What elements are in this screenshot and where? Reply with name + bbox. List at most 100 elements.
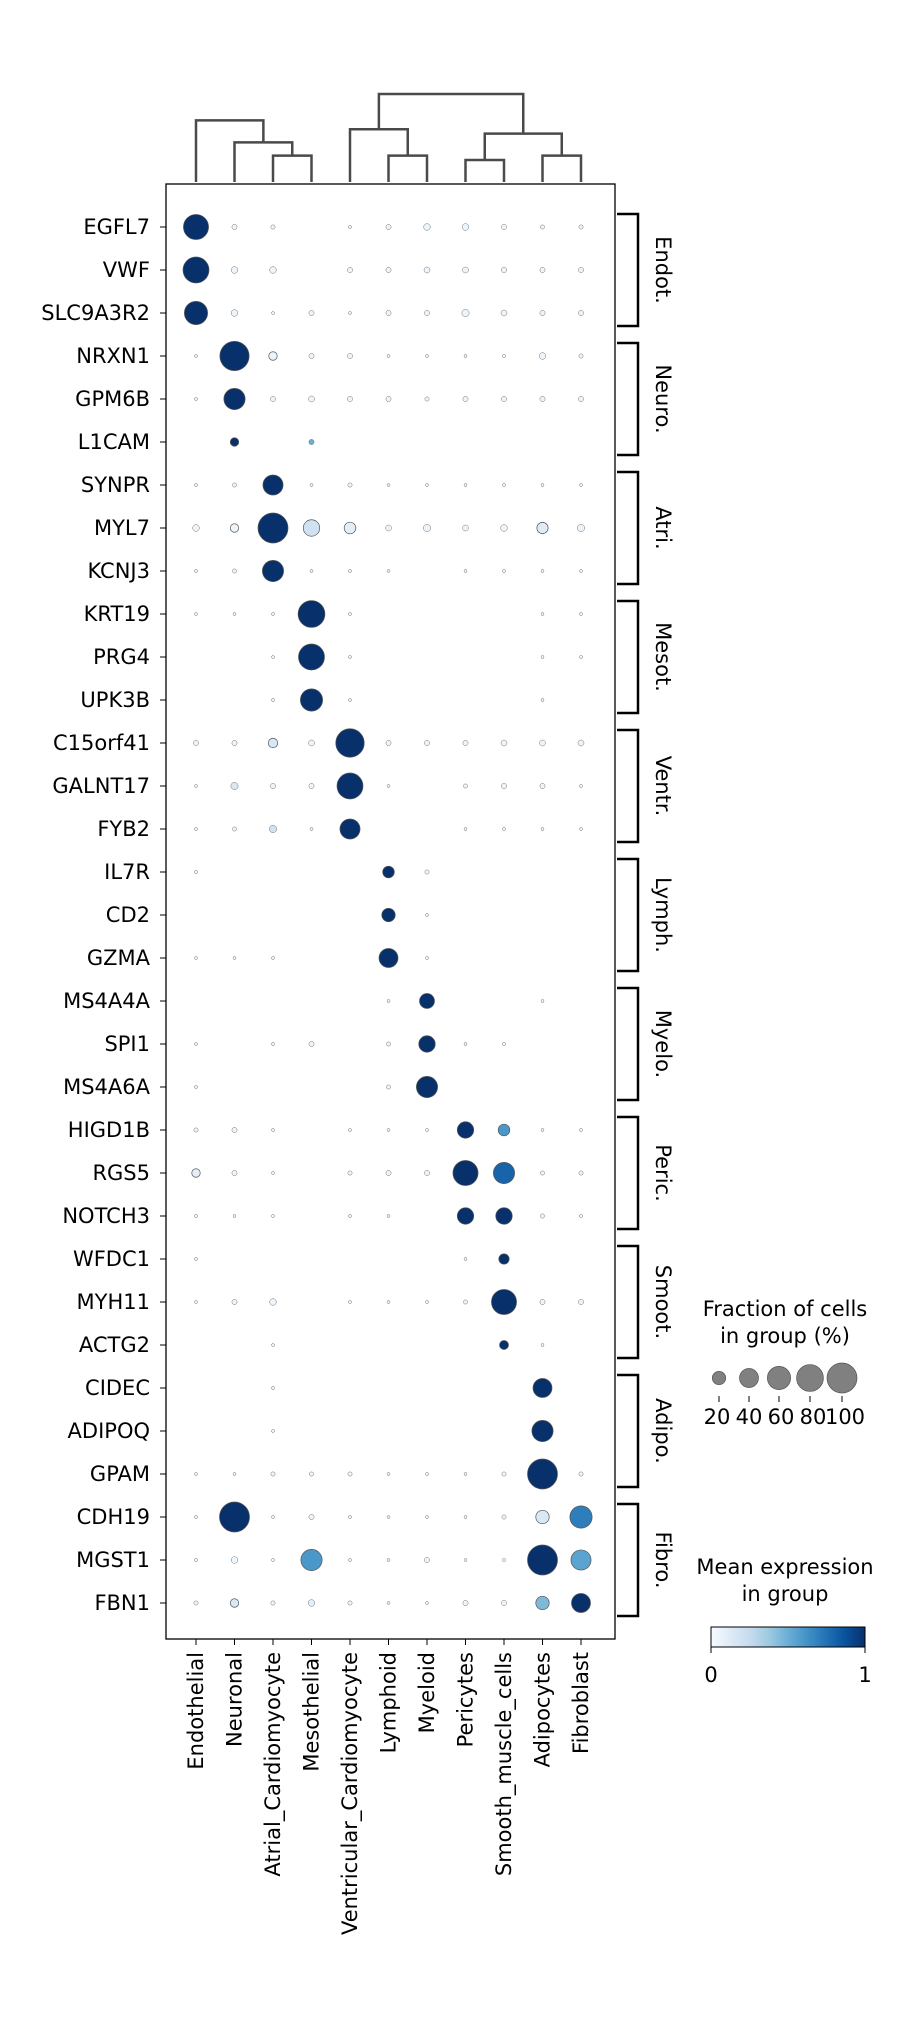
dot-WFDC1-Pericytes [463,1257,468,1261]
dot-GPM6B-Mesothelial [308,395,315,403]
dot-FYB2-Endothelial [194,827,198,831]
dot-EGFL7-Pericytes [461,223,470,231]
dot-PRG4-Fibroblast [579,655,583,659]
x-tick-label-Ventricular_Cardiomyocyte: Ventricular_Cardiomyocyte [338,1652,363,1935]
dot-EGFL7-Atrial_Cardiomyocyte [270,224,276,230]
y-tick-label-SPI1: SPI1 [104,1032,150,1056]
dot-NOTCH3-Endothelial [194,1214,198,1218]
dot-FBN1-Atrial_Cardiomyocyte [270,1600,276,1606]
dot-GPAM-Pericytes [463,1472,468,1476]
dot-SYNPR-Pericytes [463,483,468,487]
dot-MYL7-Myeloid [423,524,431,532]
dot-VWF-Fibroblast [578,267,584,273]
dot-SPI1-Mesothelial [308,1041,315,1047]
dot-NRXN1-Myeloid [425,354,429,358]
y-tick-label-FYB2: FYB2 [97,817,150,841]
y-tick-label-MS4A4A: MS4A4A [63,989,151,1013]
dot-KCNJ3-Mesothelial [309,569,314,573]
dot-NRXN1-Endothelial [194,354,198,358]
dot-FYB2-Ventricular_Cardiomyocyte [339,818,361,840]
plot-frame [165,183,616,1640]
size-legend-label-20: 20 [704,1405,731,1429]
dot-SLC9A3R2-Mesothelial [308,310,315,316]
dot-NOTCH3-Adipocytes [540,1213,545,1219]
dot-GPAM-Lymphoid [386,1472,391,1476]
dot-FYB2-Fibroblast [579,827,583,831]
y-tick-label-HIGD1B: HIGD1B [68,1118,150,1142]
dot-NRXN1-Lymphoid [386,354,391,358]
dot-EGFL7-Adipocytes [540,224,545,230]
dot-SLC9A3R2-Myeloid [424,310,430,316]
group-label-4: Ventr. [651,756,675,817]
dot-FBN1-Ventricular_Cardiomyocyte [347,1600,353,1606]
size-legend-dot-20 [711,1370,727,1386]
dot-MGST1-Ventricular_Cardiomyocyte [348,1558,352,1562]
dot-C15orf41-Mesothelial [308,739,315,747]
dot-MYL7-Ventricular_Cardiomyocyte [343,521,357,535]
gene-group-brackets: Endot. Neuro. Atri. Mesot. Ventr. Lymph. Myelo… [617,212,675,1618]
dot-GPM6B-Pericytes [462,396,469,402]
dot-KCNJ3-Pericytes [463,569,468,573]
colorbar [710,1626,866,1648]
dot-UPK3B-Mesothelial [300,688,323,712]
group-label-3: Mesot. [651,622,675,692]
dot-HIGD1B-Adipocytes [540,1128,545,1132]
dot-IL7R-Lymphoid [382,865,395,879]
dot-PRG4-Ventricular_Cardiomyocyte [348,655,352,659]
dot-MGST1-Fibroblast [570,1549,592,1571]
y-tick-label-FBN1: FBN1 [94,1591,150,1615]
dot-MYH11-Fibroblast [578,1299,584,1305]
dot-SYNPR-Myeloid [425,483,429,487]
dot-NOTCH3-Lymphoid [386,1214,391,1218]
dot-WFDC1-Endothelial [194,1257,198,1261]
x-tick-label-Adipocytes: Adipocytes [531,1652,555,1767]
dot-C15orf41-Neuronal [231,740,238,746]
dot-RGS5-Neuronal [231,1170,238,1176]
dot-NRXN1-Mesothelial [308,353,315,359]
dot-MYH11-Lymphoid [386,1300,391,1304]
dot-HIGD1B-Neuronal [231,1127,238,1133]
dot-grid [182,214,593,1613]
dot-MYH11-Pericytes [463,1299,468,1305]
dot-VWF-Neuronal [230,266,239,274]
dot-GZMA-Neuronal [232,956,237,960]
dot-MGST1-Adipocytes [527,1544,558,1576]
dot-RGS5-Endothelial [191,1168,201,1178]
dot-CIDEC-Adipocytes [532,1378,553,1398]
dot-SLC9A3R2-Fibroblast [578,310,584,316]
size-legend-label-60: 60 [768,1405,795,1429]
dot-GALNT17-Mesothelial [308,783,315,789]
dot-EGFL7-Lymphoid [385,224,392,230]
dot-MYL7-Mesothelial [302,519,321,537]
dot-KRT19-Ventricular_Cardiomyocyte [348,612,352,616]
dot-GPAM-Ventricular_Cardiomyocyte [347,1471,353,1477]
dot-KCNJ3-Neuronal [232,568,237,574]
dot-RGS5-Pericytes [452,1160,479,1186]
dot-C15orf41-Fibroblast [577,739,585,747]
dot-FBN1-Smooth_muscle_cells [501,1600,507,1606]
dot-MGST1-Neuronal [230,1556,239,1564]
dot-MS4A4A-Adipocytes [540,999,545,1003]
dot-C15orf41-Endothelial [193,740,199,746]
dot-GPAM-Endothelial [194,1472,198,1476]
y-tick-label-VWF: VWF [103,258,150,282]
y-tick-label-GPAM: GPAM [90,1462,150,1486]
dot-MYH11-Neuronal [231,1299,238,1305]
dot-MS4A6A-Endothelial [194,1085,198,1089]
x-tick-label-Lymphoid: Lymphoid [377,1652,401,1753]
group-bracket-10 [617,1502,640,1618]
group-label-5: Lymph. [651,877,675,953]
dot-FYB2-Atrial_Cardiomyocyte [269,825,277,833]
dot-C15orf41-Lymphoid [385,740,392,746]
color-legend-title-line-0: Mean expression [696,1555,873,1579]
group-label-8: Smoot. [651,1265,675,1339]
dot-FBN1-Neuronal [229,1598,240,1608]
y-tick-label-C15orf41: C15orf41 [53,731,150,755]
dot-FBN1-Adipocytes [535,1595,550,1611]
dot-VWF-Myeloid [423,266,431,274]
dot-SYNPR-Adipocytes [540,483,545,487]
dot-GPAM-Mesothelial [309,1471,314,1477]
dot-MYH11-Myeloid [425,1300,429,1304]
group-label-6: Myelo. [651,1010,675,1078]
